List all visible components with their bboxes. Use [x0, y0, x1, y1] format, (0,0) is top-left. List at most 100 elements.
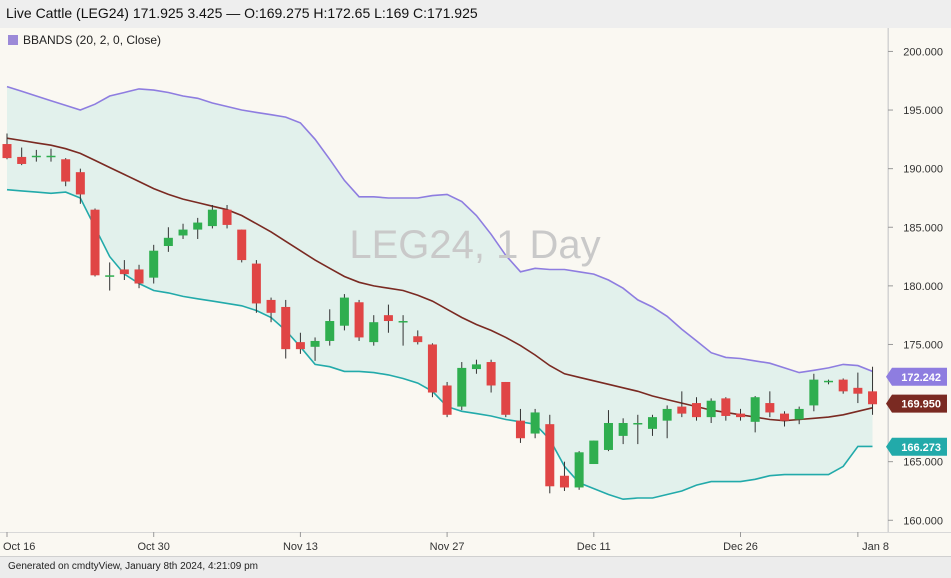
- candle-body: [457, 367, 467, 407]
- candle: [721, 397, 731, 421]
- candle-body: [530, 412, 540, 434]
- candle: [515, 408, 525, 443]
- y-tick-label: 200.000: [903, 46, 943, 58]
- candle-body: [207, 209, 217, 227]
- time-axis[interactable]: [0, 532, 951, 557]
- candle: [442, 381, 452, 418]
- candle-body: [281, 306, 291, 350]
- footer-bar: Generated on cmdtyView, January 8th 2024…: [0, 556, 951, 578]
- candle: [765, 391, 775, 418]
- indicator-legend[interactable]: BBANDS (20, 2, 0, Close): [8, 33, 161, 47]
- price-tag-text: 172.242: [901, 372, 941, 384]
- candle: [471, 359, 481, 374]
- upper-band-price-tag: 172.242: [886, 367, 947, 386]
- candle-body: [383, 315, 393, 322]
- price-tag-shape: [886, 394, 947, 413]
- candle-body: [237, 229, 247, 261]
- candle: [310, 337, 320, 361]
- candle: [457, 362, 467, 411]
- candle: [266, 297, 276, 323]
- candle-body: [442, 385, 452, 415]
- candle: [486, 359, 496, 393]
- candle-body: [222, 209, 232, 225]
- candle: [46, 148, 56, 162]
- lower-band-price-tag: 166.273: [886, 437, 947, 456]
- candle: [706, 398, 716, 423]
- x-tick-label: Dec 11: [577, 541, 611, 553]
- candle-body: [559, 475, 569, 488]
- candle: [105, 262, 115, 291]
- candle-body: [545, 424, 555, 487]
- candle-body: [149, 250, 159, 278]
- candle-body: [413, 336, 423, 343]
- candle: [501, 381, 511, 418]
- x-tick-label: Jan 8: [862, 541, 889, 553]
- candle-body: [105, 275, 115, 277]
- candle-body: [780, 413, 790, 421]
- candle-body: [427, 344, 437, 393]
- candle-body: [809, 379, 819, 406]
- candle-body: [46, 155, 56, 158]
- candle: [545, 414, 555, 494]
- price-tag-shape: [886, 367, 947, 386]
- band-fill: [7, 86, 873, 500]
- candle-body: [647, 417, 657, 429]
- candle-body: [589, 440, 599, 465]
- candle-body: [721, 398, 731, 416]
- candle-body: [339, 297, 349, 326]
- candle: [824, 379, 834, 385]
- candle-body: [266, 299, 276, 313]
- candle-body: [853, 387, 863, 394]
- candle: [61, 158, 71, 187]
- candle: [237, 229, 247, 263]
- candle-body: [354, 302, 364, 338]
- candle: [838, 378, 848, 394]
- candle-body: [515, 420, 525, 439]
- candle-body: [868, 391, 878, 405]
- candle: [530, 408, 540, 439]
- x-tick-label: Oct 30: [137, 541, 169, 553]
- candle: [369, 315, 379, 346]
- candle-body: [2, 144, 12, 159]
- candle: [750, 396, 760, 433]
- candle: [75, 168, 85, 204]
- candle: [574, 451, 584, 490]
- candle: [2, 133, 12, 160]
- candle-body: [325, 321, 335, 341]
- candle-body: [75, 172, 85, 195]
- candle: [809, 373, 819, 412]
- candle-body: [618, 422, 628, 436]
- candle: [149, 244, 159, 284]
- candle-body: [471, 364, 481, 370]
- candle-body: [295, 342, 305, 350]
- candle: [90, 208, 100, 277]
- candle: [780, 411, 790, 427]
- candle: [662, 405, 672, 439]
- candle-body: [750, 397, 760, 422]
- candle-body: [134, 269, 144, 284]
- candle-body: [574, 452, 584, 488]
- candle-body: [736, 413, 745, 418]
- candle: [178, 223, 188, 239]
- candle-body: [163, 237, 173, 247]
- candle-body: [251, 263, 261, 304]
- y-tick-label: 190.000: [903, 164, 943, 176]
- y-tick-label: 175.000: [903, 339, 943, 351]
- candle-body: [662, 408, 672, 421]
- candle: [868, 366, 878, 415]
- x-tick-label: Oct 16: [3, 541, 35, 553]
- x-tick-label: Nov 13: [283, 541, 318, 553]
- candle-body: [119, 269, 129, 275]
- candle-body: [824, 380, 834, 383]
- legend-swatch: [8, 35, 18, 45]
- candle: [295, 332, 305, 354]
- candle-body: [90, 209, 100, 276]
- y-tick-label: 160.000: [903, 515, 943, 527]
- candle: [603, 410, 613, 452]
- candle-body: [178, 229, 188, 236]
- candle-body: [31, 155, 41, 158]
- candle: [618, 418, 628, 445]
- candle: [559, 461, 569, 491]
- candle: [427, 343, 437, 398]
